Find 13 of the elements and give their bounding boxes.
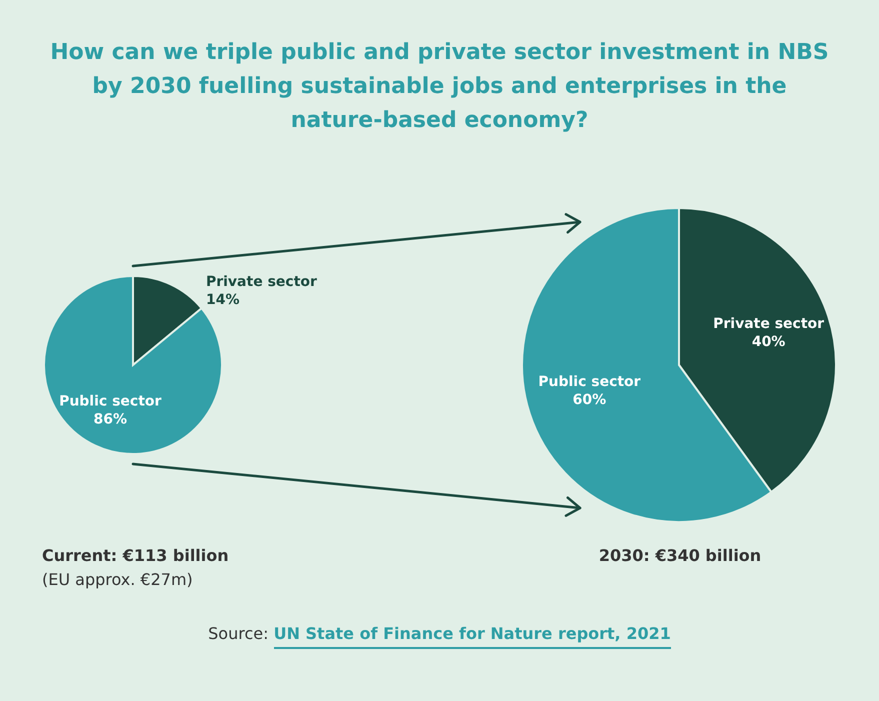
slice-label: Public sector [59, 393, 162, 410]
data-label: 86% [94, 411, 128, 428]
data-label: 14% [206, 292, 240, 308]
text: Current: €113 billion [42, 546, 229, 565]
slice-label: Private sector [206, 274, 318, 290]
data-label: 60% [572, 392, 606, 408]
text: 2030: €340 billion [598, 546, 762, 565]
text: (EU approx. €27m) [42, 570, 193, 589]
source-note: Source: UN State of Finance for Nature report, 2021 [208, 624, 671, 645]
slice-label: Private sector [713, 316, 824, 332]
data-label: 40% [752, 334, 786, 350]
text: How can we triple public and private sector investment in NBS by 2030 fuelling sustainable jobs and enterprises in the nature-based economy? [50, 39, 829, 135]
slice-label: Public sector [538, 374, 641, 390]
